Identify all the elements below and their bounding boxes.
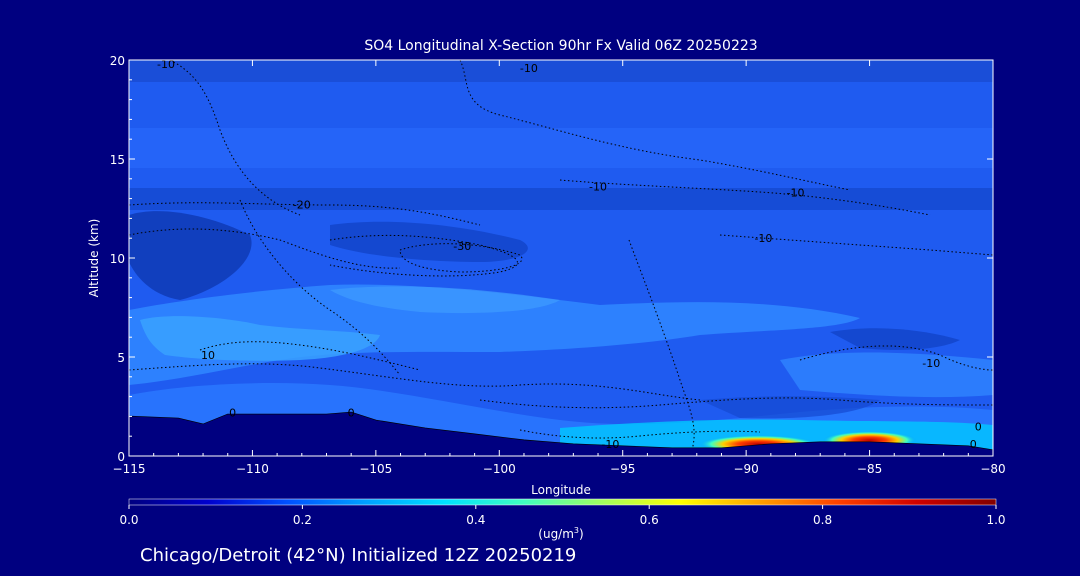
contour-line xyxy=(628,239,695,456)
contour-label: 0 xyxy=(229,406,236,419)
contour-label: 0 xyxy=(970,438,977,451)
contour-label: -10 xyxy=(589,181,607,194)
colorbar-tick-label: 0.6 xyxy=(640,513,659,527)
x-tick-label: −100 xyxy=(483,462,516,476)
contour-label: -10 xyxy=(601,438,619,451)
region-pale-band xyxy=(330,286,560,314)
region-dark-lower xyxy=(700,396,880,419)
y-tick-label: 0 xyxy=(117,450,125,464)
contour-line xyxy=(559,179,931,216)
contour-line xyxy=(129,202,481,226)
contour-label-layer: -10 -10 -10 -10 -20 -30 -10 10 -10 0 0 -10 0 0 xyxy=(157,58,982,451)
y-tick-label: 10 xyxy=(110,252,125,266)
contour-line xyxy=(459,60,851,191)
contour-label: -10 xyxy=(754,232,772,245)
contour-label: 0 xyxy=(348,406,355,419)
contour-label: 0 xyxy=(975,420,982,433)
colorbar-tick-label: 1.0 xyxy=(986,513,1005,527)
x-tick-label: −85 xyxy=(857,462,882,476)
y-tick-label: 20 xyxy=(110,54,125,68)
y-axis: 0 5 10 15 20 xyxy=(110,54,993,464)
region-dark-east xyxy=(830,328,960,350)
x-tick-label: −110 xyxy=(236,462,269,476)
contour-label: -10 xyxy=(157,58,175,71)
contour-line xyxy=(519,429,761,439)
x-tick-label: −80 xyxy=(980,462,1005,476)
colorbar-tick-label: 0.8 xyxy=(813,513,832,527)
chart-title: SO4 Longitudinal X-Section 90hr Fx Valid… xyxy=(364,38,757,54)
colorbar-tick-label: 0.4 xyxy=(466,513,485,527)
y-tick-label: 15 xyxy=(110,153,125,167)
x-tick-label: −95 xyxy=(610,462,635,476)
contour-label: -10 xyxy=(922,357,940,370)
terrain-fill xyxy=(129,412,993,456)
y-axis-label: Altitude (km) xyxy=(87,219,101,298)
contour-line xyxy=(799,345,993,371)
contour-lines xyxy=(129,60,993,456)
colorbar xyxy=(128,498,997,506)
contour-label: -10 xyxy=(787,187,805,200)
y-tick-label: 5 xyxy=(117,351,125,365)
contour-label: 10 xyxy=(201,349,215,362)
region-dark-west xyxy=(129,211,252,300)
contour-label: -20 xyxy=(293,199,311,212)
contour-line xyxy=(719,234,993,256)
colorbar-tick-label: 0.2 xyxy=(293,513,312,527)
region-light-lower xyxy=(129,284,860,385)
band-upper xyxy=(129,128,993,168)
contour-line xyxy=(169,60,301,216)
x-tick-label: −105 xyxy=(359,462,392,476)
x-tick-label: −115 xyxy=(113,462,146,476)
contour-line xyxy=(129,228,401,269)
x-axis-label: Longitude xyxy=(531,483,591,497)
region-light-east xyxy=(780,352,993,398)
x-tick-label: −90 xyxy=(733,462,758,476)
colorbar-label: (ug/m3) xyxy=(538,526,583,541)
contour-line xyxy=(199,341,421,371)
region-dark-mid xyxy=(330,221,528,262)
x-axis: −115 −110 −105 −100 −95 −90 −85 −80 xyxy=(113,60,1006,476)
contour-label: -30 xyxy=(453,240,471,253)
band-mid-dark xyxy=(129,188,993,210)
plot-area: -10 -10 -10 -10 -20 -30 -10 10 -10 0 0 -10 0 0 xyxy=(129,58,993,456)
chart-subtitle: Chicago/Detroit (42°N) Initialized 12Z 2… xyxy=(140,545,576,566)
colorbar-tick-label: 0.0 xyxy=(119,513,138,527)
band-top xyxy=(129,60,993,82)
colorbar-ticks: 0.0 0.2 0.4 0.6 0.8 1.0 xyxy=(119,505,1006,527)
contour-line xyxy=(479,397,993,409)
contour-label: -10 xyxy=(520,62,538,75)
contour-line xyxy=(399,243,523,273)
